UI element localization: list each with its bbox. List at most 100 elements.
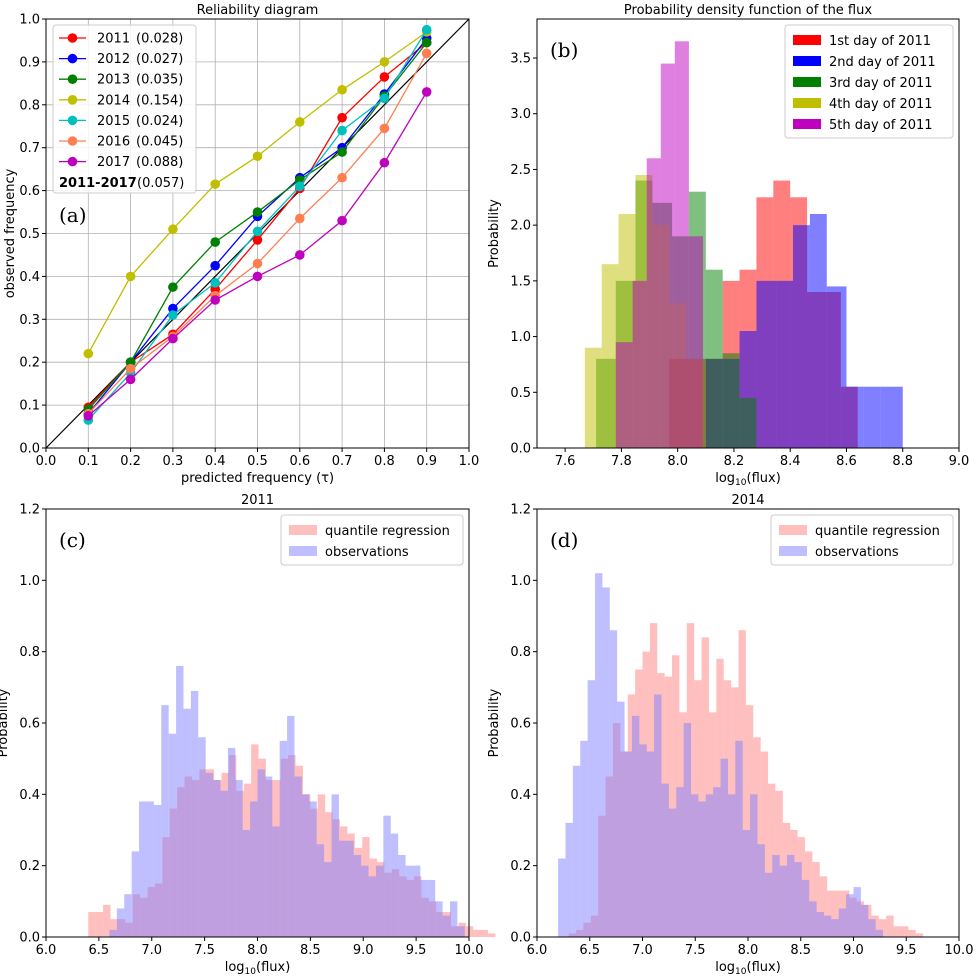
x-tick-label: 9.0	[949, 454, 970, 469]
histogram-bar	[190, 690, 199, 937]
data-point	[379, 57, 390, 67]
y-tick-label: 0.6	[19, 184, 40, 199]
y-tick-label: 0.8	[19, 98, 40, 113]
histogram-bar	[880, 386, 903, 448]
x-tick-label: 8.5	[790, 943, 811, 958]
histogram-bar	[183, 708, 191, 937]
data-point	[295, 213, 305, 224]
histogram-bar	[742, 830, 751, 937]
histogram-bar	[609, 630, 618, 937]
histogram-bar	[745, 705, 754, 937]
y-tick-label: 0.6	[510, 717, 531, 732]
histogram-bar	[776, 280, 794, 448]
chart-title: 2011	[241, 493, 274, 508]
histogram-bar	[565, 822, 573, 937]
histogram-bar	[139, 801, 147, 937]
histogram-bar	[735, 740, 743, 937]
data-point	[295, 250, 305, 260]
histogram-bar	[338, 840, 347, 937]
x-tick-label: 1.0	[459, 454, 480, 469]
reliability-diagram-panel: 0.0 0.1 0.2 0.3 0.4 0.5 0.6 0.7 0.8 0.9 1.0 0.0 0.1 0…	[3, 3, 479, 486]
histogram-bar	[109, 929, 117, 937]
x-tick-label: 0.5	[247, 454, 268, 469]
data-point	[125, 363, 136, 374]
chart-title: 2014	[731, 493, 764, 508]
x-tick-label: 9.5	[896, 943, 917, 958]
histogram-bar	[316, 844, 325, 937]
panel-label: (b)	[550, 38, 578, 62]
y-tick-label: 0.3	[19, 313, 40, 328]
histogram-bar	[235, 780, 243, 937]
y-tick-label: 0.5	[510, 386, 531, 401]
legend-marker	[67, 156, 78, 167]
histogram-bar	[110, 919, 118, 937]
x-axis-label: log10(flux)	[715, 471, 781, 488]
histogram-bar	[688, 236, 703, 448]
histogram-bar	[794, 862, 802, 937]
x-tick-label: 8.0	[667, 454, 688, 469]
histogram-bar	[390, 833, 399, 937]
histogram-bar	[819, 876, 828, 937]
legend-label: quantile regression	[325, 524, 450, 539]
data-point	[337, 172, 347, 183]
histogram-bar	[331, 794, 339, 937]
x-tick-label: 6.0	[36, 943, 57, 958]
histogram-bar	[420, 879, 428, 937]
legend-score: (0.028)	[136, 32, 183, 47]
histogram-bar	[908, 929, 916, 937]
x-tick-label: 0.6	[289, 454, 310, 469]
legend-box	[52, 24, 197, 194]
legend-label: 1st day of 2011	[829, 34, 931, 49]
histogram-bar	[846, 894, 854, 937]
histogram-bar	[672, 655, 680, 937]
legend-box	[784, 24, 954, 139]
histogram-bar	[631, 715, 640, 937]
legend-label: 2nd day of 2011	[829, 55, 936, 70]
x-tick-label: 8.8	[892, 454, 913, 469]
data-point	[337, 112, 347, 123]
histogram-2014-panel: 6.0 6.5 7.0 7.5 8.0 8.5 9.0 9.5 10.0 0.0 0.2 0.4 0.6…	[487, 493, 973, 976]
data-point	[252, 226, 263, 237]
legend-score: (0.027)	[136, 52, 183, 67]
data-point	[210, 179, 220, 189]
legend-marker	[67, 95, 78, 105]
x-tick-label: 8.0	[738, 943, 759, 958]
histogram-bar	[324, 862, 332, 937]
histogram-bar	[768, 783, 776, 937]
x-tick-label: 0.8	[374, 454, 395, 469]
histogram-bar	[103, 904, 111, 937]
y-tick-label: 1.0	[510, 574, 531, 589]
data-point	[210, 260, 220, 271]
x-tick-label: 0.0	[36, 454, 57, 469]
legend-box	[770, 514, 954, 566]
histogram-bar	[250, 801, 258, 937]
y-tick-label: 1.0	[19, 574, 40, 589]
histogram-bar	[601, 264, 619, 448]
histogram-bar	[146, 801, 154, 937]
y-tick-label: 0.2	[19, 859, 40, 874]
histogram-bar	[595, 573, 603, 937]
legend-label: 4th day of 2011	[829, 97, 933, 112]
histogram-bar	[449, 901, 458, 937]
x-tick-label: 7.6	[555, 454, 576, 469]
data-point	[252, 258, 263, 269]
histogram-bar	[654, 694, 662, 937]
legend-label: 2012	[97, 52, 130, 67]
legend-label: 5th day of 2011	[829, 118, 933, 133]
histogram-bar	[698, 801, 706, 937]
legend-footer-score: (0.057)	[137, 176, 184, 191]
y-tick-label: 0.6	[19, 717, 40, 732]
histogram-bar	[915, 933, 924, 937]
histogram-bar	[131, 851, 140, 937]
histogram-bar	[853, 887, 861, 937]
data-point	[421, 24, 432, 35]
histogram-bar	[457, 926, 465, 937]
histogram-bar	[834, 890, 842, 937]
x-tick-label: 0.2	[120, 454, 141, 469]
histogram-bar	[205, 772, 214, 937]
data-point	[379, 123, 390, 134]
y-tick-label: 1.2	[19, 503, 40, 518]
y-tick-label: 3.5	[510, 52, 531, 67]
histogram-bar	[264, 776, 273, 937]
histogram-bar	[95, 912, 104, 937]
